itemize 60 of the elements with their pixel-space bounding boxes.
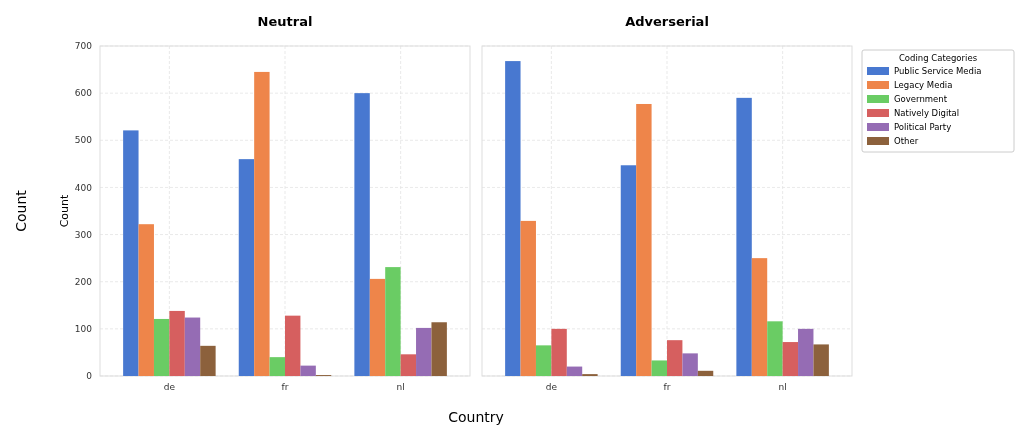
y-tick-label: 100	[74, 324, 93, 335]
bar	[551, 328, 567, 376]
x-tick-label: fr	[281, 382, 289, 392]
chart-title: Neutral	[257, 14, 313, 29]
chart-title: Adverserial	[625, 14, 709, 29]
y-tick-label: 300	[74, 229, 93, 240]
bar	[169, 310, 185, 376]
y-tick-label: 400	[74, 182, 93, 193]
bar	[200, 345, 216, 376]
bar	[751, 258, 768, 376]
x-tick-label: nl	[396, 382, 405, 392]
x-tick-label: fr	[663, 382, 671, 392]
x-tick-label: nl	[778, 382, 787, 392]
legend-title: Coding Categories	[898, 53, 978, 63]
bar	[535, 345, 552, 376]
bar	[416, 327, 432, 376]
text: Country	[448, 409, 504, 425]
y-tick-label: 600	[74, 88, 93, 99]
bar	[505, 61, 521, 376]
bar	[285, 315, 301, 376]
bar	[520, 220, 536, 376]
y-tick-label: 500	[74, 135, 93, 146]
bar	[254, 71, 270, 376]
bar	[385, 267, 401, 376]
bar	[123, 130, 139, 376]
x-tick-label: de	[545, 382, 558, 392]
bar	[238, 159, 255, 376]
legend-label: Government	[894, 93, 948, 104]
x-tick-label: de	[163, 382, 176, 392]
bar	[184, 317, 201, 376]
bar	[813, 344, 829, 376]
bar	[369, 278, 386, 376]
bar	[269, 357, 285, 376]
bar	[697, 370, 714, 376]
y-axis-title: Count	[58, 193, 71, 228]
y-tick-label: 700	[74, 41, 93, 52]
legend-label: Other	[894, 135, 919, 146]
bar	[153, 318, 170, 376]
bar	[431, 322, 447, 376]
bar	[651, 360, 667, 376]
bar	[798, 328, 814, 376]
bar	[636, 103, 652, 376]
legend-label: Public Service Media	[894, 65, 982, 76]
bar	[782, 342, 799, 376]
bar	[300, 365, 316, 376]
bar	[767, 321, 783, 376]
y-tick-label: 200	[74, 276, 93, 287]
bar	[667, 340, 683, 376]
bar	[682, 353, 698, 376]
legend-label: Legacy Media	[894, 79, 953, 90]
bar	[566, 366, 583, 376]
bar	[400, 354, 417, 376]
bar	[138, 224, 154, 376]
bar	[736, 97, 752, 376]
legend-label: Political Party	[894, 121, 952, 132]
bar	[620, 165, 637, 376]
bar	[354, 93, 370, 376]
text: Count	[13, 189, 29, 232]
legend-label: Natively Digital	[894, 107, 960, 118]
y-tick-label: 0	[86, 371, 93, 382]
